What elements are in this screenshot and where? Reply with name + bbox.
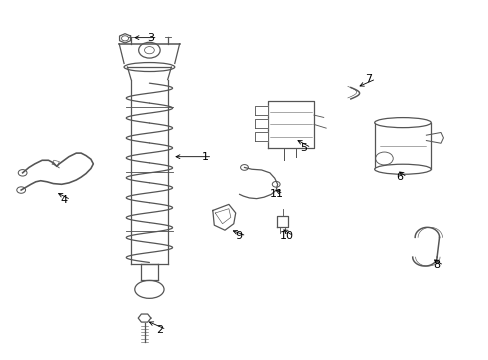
- Text: 5: 5: [300, 143, 307, 153]
- Text: 2: 2: [156, 325, 163, 334]
- Text: 11: 11: [269, 189, 283, 199]
- Text: 9: 9: [235, 231, 243, 241]
- Ellipse shape: [374, 118, 430, 128]
- Polygon shape: [255, 132, 267, 140]
- Polygon shape: [255, 119, 267, 128]
- Polygon shape: [267, 101, 313, 148]
- Text: 3: 3: [147, 33, 154, 42]
- Bar: [52, 160, 59, 166]
- Polygon shape: [374, 123, 430, 169]
- Text: 10: 10: [280, 231, 293, 241]
- Text: 1: 1: [201, 152, 208, 162]
- Text: 6: 6: [396, 172, 403, 182]
- Polygon shape: [277, 216, 287, 227]
- Text: 8: 8: [432, 260, 439, 270]
- Polygon shape: [212, 204, 235, 230]
- Text: 4: 4: [60, 195, 67, 205]
- Text: 7: 7: [365, 74, 372, 84]
- Polygon shape: [255, 107, 267, 116]
- Ellipse shape: [374, 164, 430, 174]
